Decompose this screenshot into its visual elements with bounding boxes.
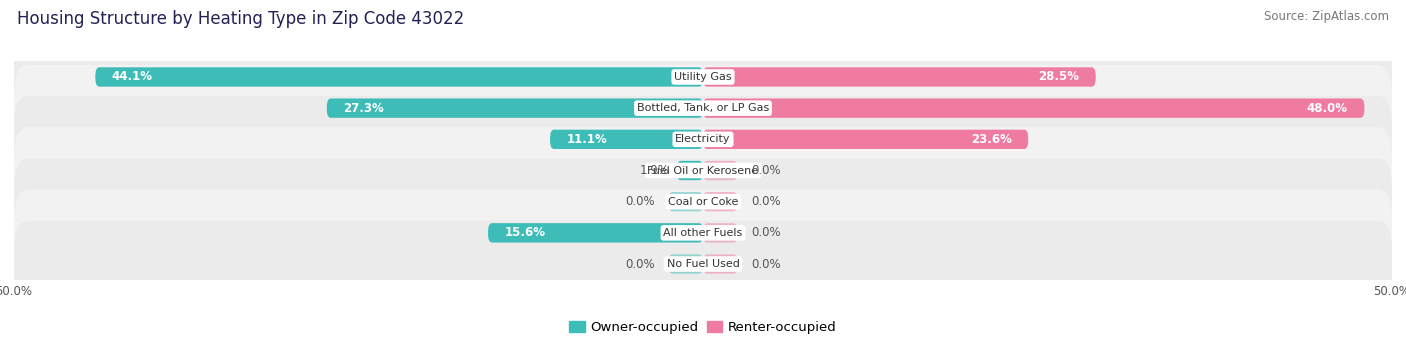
Text: Source: ZipAtlas.com: Source: ZipAtlas.com — [1264, 10, 1389, 23]
FancyBboxPatch shape — [14, 34, 1392, 120]
Text: Bottled, Tank, or LP Gas: Bottled, Tank, or LP Gas — [637, 103, 769, 113]
FancyBboxPatch shape — [488, 223, 703, 242]
Text: No Fuel Used: No Fuel Used — [666, 259, 740, 269]
FancyBboxPatch shape — [669, 254, 703, 274]
FancyBboxPatch shape — [14, 96, 1392, 183]
Text: 28.5%: 28.5% — [1038, 71, 1080, 84]
FancyBboxPatch shape — [703, 192, 738, 211]
Legend: Owner-occupied, Renter-occupied: Owner-occupied, Renter-occupied — [569, 321, 837, 334]
FancyBboxPatch shape — [703, 161, 738, 180]
Text: 44.1%: 44.1% — [112, 71, 153, 84]
Text: 0.0%: 0.0% — [751, 195, 780, 208]
Text: All other Fuels: All other Fuels — [664, 228, 742, 238]
Text: 0.0%: 0.0% — [751, 164, 780, 177]
Text: 48.0%: 48.0% — [1306, 102, 1348, 115]
FancyBboxPatch shape — [703, 254, 738, 274]
FancyBboxPatch shape — [14, 190, 1392, 276]
Text: 23.6%: 23.6% — [970, 133, 1012, 146]
FancyBboxPatch shape — [14, 221, 1392, 307]
FancyBboxPatch shape — [96, 67, 703, 87]
Text: Utility Gas: Utility Gas — [675, 72, 731, 82]
Text: Electricity: Electricity — [675, 134, 731, 144]
FancyBboxPatch shape — [703, 130, 1028, 149]
FancyBboxPatch shape — [550, 130, 703, 149]
Text: Fuel Oil or Kerosene: Fuel Oil or Kerosene — [647, 165, 759, 176]
Text: 27.3%: 27.3% — [343, 102, 384, 115]
FancyBboxPatch shape — [14, 65, 1392, 151]
FancyBboxPatch shape — [326, 99, 703, 118]
Text: Coal or Coke: Coal or Coke — [668, 197, 738, 207]
FancyBboxPatch shape — [14, 127, 1392, 214]
Text: Housing Structure by Heating Type in Zip Code 43022: Housing Structure by Heating Type in Zip… — [17, 10, 464, 28]
Text: 0.0%: 0.0% — [626, 195, 655, 208]
Text: 0.0%: 0.0% — [626, 257, 655, 270]
FancyBboxPatch shape — [703, 67, 1095, 87]
FancyBboxPatch shape — [676, 161, 703, 180]
Text: 1.9%: 1.9% — [640, 164, 669, 177]
FancyBboxPatch shape — [669, 192, 703, 211]
Text: 0.0%: 0.0% — [751, 257, 780, 270]
FancyBboxPatch shape — [703, 99, 1364, 118]
Text: 0.0%: 0.0% — [751, 226, 780, 239]
FancyBboxPatch shape — [14, 158, 1392, 245]
Text: 15.6%: 15.6% — [505, 226, 546, 239]
Text: 11.1%: 11.1% — [567, 133, 607, 146]
FancyBboxPatch shape — [703, 223, 738, 242]
